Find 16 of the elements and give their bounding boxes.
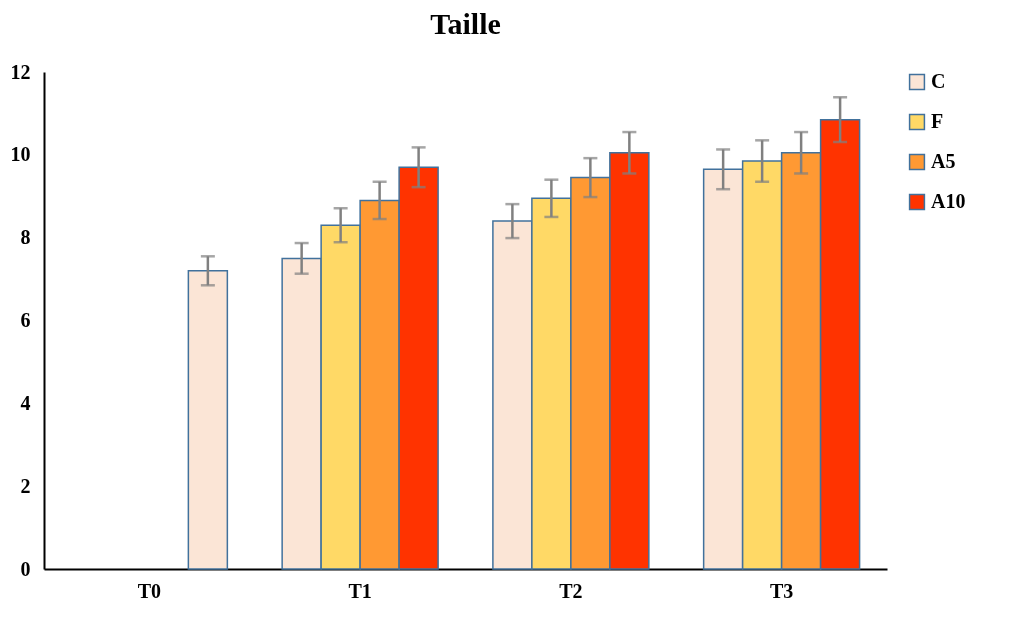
y-tick-label: 0 (20, 557, 31, 580)
y-tick-label: 10 (10, 143, 31, 166)
legend-label: A10 (931, 190, 966, 212)
legend-label: A5 (931, 150, 956, 172)
x-tick-label: T0 (137, 579, 162, 602)
legend-label: F (931, 110, 944, 132)
x-tick-label: T3 (769, 579, 794, 602)
y-tick-label: 2 (20, 474, 31, 497)
x-tick-label: T2 (559, 579, 583, 602)
chart-title: Taille (430, 7, 501, 40)
x-tick-label: T1 (348, 579, 372, 602)
y-tick-label: 8 (20, 226, 31, 249)
legend-label: C (931, 70, 946, 92)
y-tick-label: 4 (20, 391, 31, 414)
y-tick-label: 12 (10, 60, 31, 83)
y-tick-label: 6 (20, 309, 31, 331)
